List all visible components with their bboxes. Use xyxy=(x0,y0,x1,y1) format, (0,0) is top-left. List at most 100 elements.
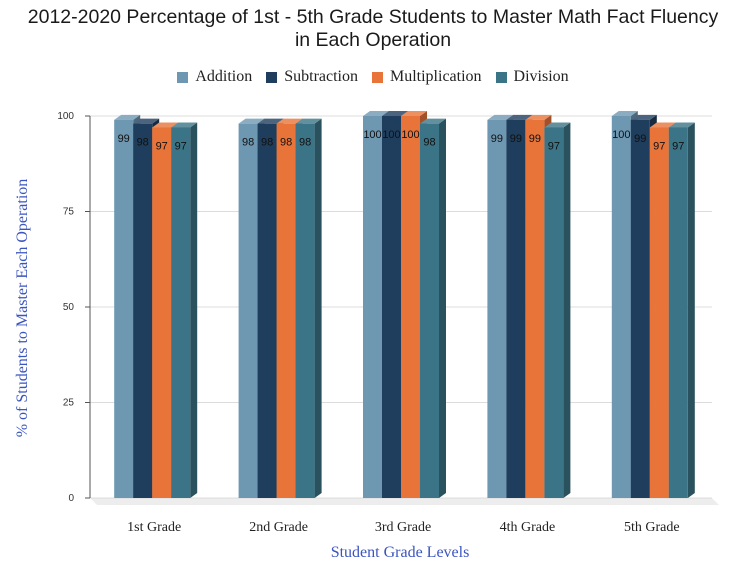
bar-top xyxy=(133,118,160,124)
bar-top xyxy=(257,118,284,124)
bar-front xyxy=(363,116,382,498)
chart-title: 2012-2020 Percentage of 1st - 5th Grade … xyxy=(0,6,746,52)
bar-top xyxy=(487,114,514,120)
legend-item-subtraction[interactable]: Subtraction xyxy=(266,68,358,86)
bar-top xyxy=(238,118,265,124)
bar-front xyxy=(544,127,564,499)
bar-division-1 xyxy=(171,122,198,499)
chart-floor xyxy=(90,498,719,505)
data-label: 99 xyxy=(510,133,522,145)
data-label: 98 xyxy=(261,137,273,149)
data-label: 98 xyxy=(280,137,292,149)
bar-division-3 xyxy=(420,118,446,498)
bar-front xyxy=(257,123,277,498)
bar-front xyxy=(487,119,507,498)
data-label: 97 xyxy=(672,140,684,152)
bar-top xyxy=(611,111,638,116)
data-label: 97 xyxy=(653,140,665,152)
bar-top xyxy=(382,111,408,116)
bar-top xyxy=(401,111,427,116)
bar-top xyxy=(525,114,552,120)
bar-top xyxy=(171,122,198,128)
bar-front xyxy=(276,123,296,498)
bar-top xyxy=(649,122,676,128)
bar-side xyxy=(563,122,571,499)
bar-top xyxy=(152,122,179,128)
bar-front xyxy=(649,127,669,499)
data-label: 99 xyxy=(529,133,541,145)
bar-top xyxy=(420,118,446,124)
labels-layer: 0 25 50 75 100 99 98 97 97 1st Grade 98 98 98 98 2nd G… xyxy=(57,111,684,535)
legend-label-multiplication: Multiplication xyxy=(389,68,482,85)
bar-front xyxy=(295,123,315,498)
bar-front xyxy=(401,116,420,498)
bar-front xyxy=(382,116,401,498)
y-tick-label: 100 xyxy=(57,111,74,122)
bar-front xyxy=(668,127,688,499)
bar-front xyxy=(506,119,526,498)
data-label: 100 xyxy=(363,129,381,141)
y-tick-label: 0 xyxy=(68,493,74,504)
x-category-label: 3rd Grade xyxy=(375,520,431,535)
bar-top xyxy=(276,118,303,124)
legend-item-division[interactable]: Division xyxy=(495,68,569,86)
bar-front xyxy=(133,123,153,498)
y-axis-title: % of Students to Master Each Operation xyxy=(14,179,31,438)
bar-front xyxy=(114,119,134,498)
y-tick-label: 50 xyxy=(63,302,75,313)
bar-front xyxy=(525,119,545,498)
data-label: 100 xyxy=(401,129,419,141)
x-category-label: 1st Grade xyxy=(127,520,181,535)
y-tick-label: 25 xyxy=(63,398,75,409)
data-label: 97 xyxy=(548,140,560,152)
x-category-label: 4th Grade xyxy=(500,520,556,535)
bar-top xyxy=(506,114,533,120)
bar-front xyxy=(152,127,172,499)
y-tick-label: 75 xyxy=(63,207,75,218)
data-label: 99 xyxy=(634,133,646,145)
data-label: 97 xyxy=(156,140,168,152)
bar-front xyxy=(171,127,191,499)
data-label: 100 xyxy=(612,129,630,141)
bar-front xyxy=(611,116,631,498)
bar-side xyxy=(439,118,446,498)
legend-swatch-division xyxy=(495,71,507,83)
legend-swatch-multiplication xyxy=(371,71,383,83)
data-label: 98 xyxy=(137,137,149,149)
bars-layer xyxy=(114,111,695,499)
bar-division-2 xyxy=(295,118,322,498)
bar-top xyxy=(668,122,695,128)
bar-side xyxy=(190,122,198,499)
bar-division-5 xyxy=(668,122,695,499)
data-label: 98 xyxy=(299,137,311,149)
bar-front xyxy=(420,123,439,498)
legend-label-division: Division xyxy=(513,68,569,85)
data-label: 99 xyxy=(118,133,130,145)
bar-top xyxy=(630,114,657,120)
data-label: 100 xyxy=(382,129,400,141)
legend-label-subtraction: Subtraction xyxy=(284,68,358,85)
legend-item-addition[interactable]: Addition xyxy=(177,68,252,86)
data-label: 99 xyxy=(491,133,503,145)
legend: Addition Subtraction Multiplication Divi… xyxy=(0,68,746,86)
legend-swatch-addition xyxy=(177,71,189,83)
bar-front xyxy=(238,123,258,498)
bar-side xyxy=(314,118,322,498)
chart-title-line-2: in Each Operation xyxy=(294,29,452,51)
bar-top xyxy=(544,122,571,128)
legend-label-addition: Addition xyxy=(195,68,253,85)
legend-swatch-subtraction xyxy=(266,71,278,83)
chart-title-line-1: 2012-2020 Percentage of 1st - 5th Grade … xyxy=(27,6,719,28)
data-label: 97 xyxy=(175,140,187,152)
x-axis-title: Student Grade Levels xyxy=(331,544,470,561)
x-category-label: 2nd Grade xyxy=(249,520,308,535)
data-label: 98 xyxy=(423,137,435,149)
legend-item-multiplication[interactable]: Multiplication xyxy=(371,68,482,86)
bar-division-4 xyxy=(544,122,571,499)
data-label: 98 xyxy=(242,137,254,149)
bar-front xyxy=(630,119,650,498)
bar-top xyxy=(114,114,141,120)
x-category-label: 5th Grade xyxy=(624,520,680,535)
bar-side xyxy=(687,122,695,499)
